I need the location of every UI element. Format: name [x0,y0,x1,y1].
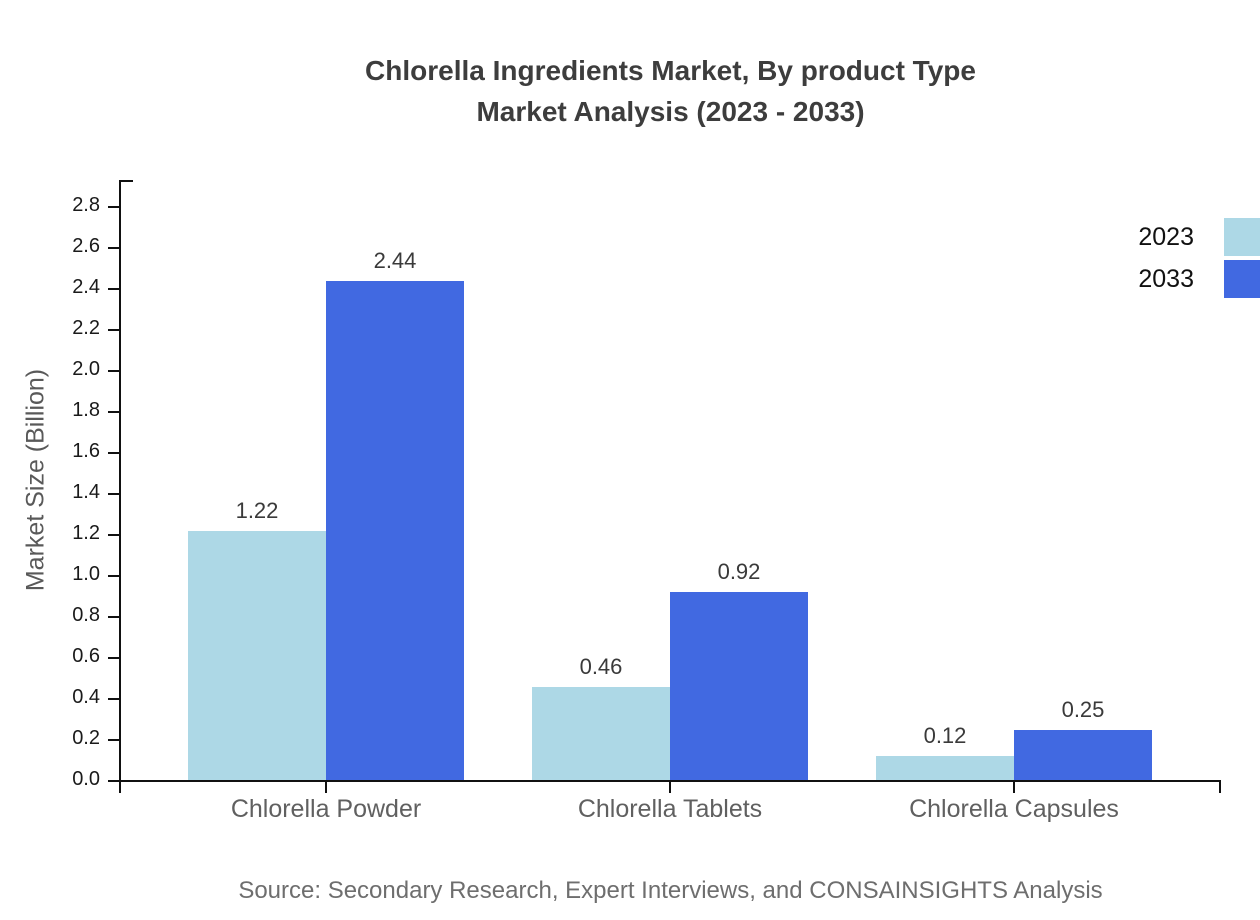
bar-value-label: 2.44 [373,248,417,273]
y-tick-label: 2.8 [72,194,100,216]
y-tick [108,739,120,741]
x-category-label: Chlorella Capsules [909,795,1119,823]
x-tick [325,781,327,793]
y-tick-label: 0.4 [72,686,100,708]
bar-value-label: 0.12 [923,723,967,748]
bar-2023-chlorella-powder [188,531,326,781]
y-axis-spine [119,181,121,793]
bar-value-label: 0.46 [579,654,623,679]
chart-title: Chlorella Ingredients Market, By product… [120,50,1221,132]
y-tick-label: 2.0 [72,358,100,380]
y-tick [108,329,120,331]
y-tick [108,206,120,208]
chart-title-line1: Chlorella Ingredients Market, By product… [365,55,976,86]
y-tick [108,452,120,454]
bar-value-label: 0.25 [1061,697,1105,722]
y-tick-label: 2.4 [72,276,100,298]
x-tick [1013,781,1015,793]
y-tick [108,370,120,372]
y-tick-label: 1.4 [72,481,100,503]
x-axis-spine [119,780,1221,782]
y-tick [108,698,120,700]
y-tick-label: 2.2 [72,317,100,339]
y-tick-label: 0.8 [72,604,100,626]
y-tick-label: 1.0 [72,563,100,585]
legend-swatch-2023 [1224,218,1260,256]
y-tick-label: 2.6 [72,235,100,257]
y-tick-label: 1.2 [72,522,100,544]
y-tick [108,534,120,536]
y-tick-label: 1.6 [72,440,100,462]
bar-value-label: 1.22 [235,498,279,523]
bar-2033-chlorella-capsules [1014,730,1152,781]
bar-value-label: 0.92 [717,559,761,584]
bar-2023-chlorella-capsules [876,756,1014,781]
x-axis-end-tick [1219,781,1221,793]
y-tick [108,288,120,290]
y-tick [108,616,120,618]
y-tick-label: 0.0 [72,768,100,790]
y-tick [108,411,120,413]
x-tick [669,781,671,793]
y-tick [108,247,120,249]
chart-title-line2: Market Analysis (2023 - 2033) [476,96,865,127]
y-tick [108,780,120,782]
x-category-label: Chlorella Powder [230,795,422,823]
legend-item-2023: 2023 [1138,218,1260,256]
y-tick [108,493,120,495]
y-tick-label: 1.8 [72,399,100,421]
legend: 2023 2033 [1138,218,1260,298]
legend-label-2023: 2023 [1138,222,1194,251]
legend-swatch-2033 [1224,260,1260,298]
legend-item-2033: 2033 [1138,260,1260,298]
y-tick [108,657,120,659]
x-category-label: Chlorella Tablets [577,795,763,823]
bar-2023-chlorella-tablets [532,687,670,781]
legend-label-2033: 2033 [1138,264,1194,293]
bar-2033-chlorella-powder [326,281,464,781]
y-tick-label: 0.2 [72,727,100,749]
y-axis-title: Market Size (Billion) [21,368,50,592]
y-tick-label: 0.6 [72,645,100,667]
y-axis-top-cap [119,180,133,182]
bar-2033-chlorella-tablets [670,592,808,781]
source-text: Source: Secondary Research, Expert Inter… [238,877,1103,904]
y-tick [108,575,120,577]
